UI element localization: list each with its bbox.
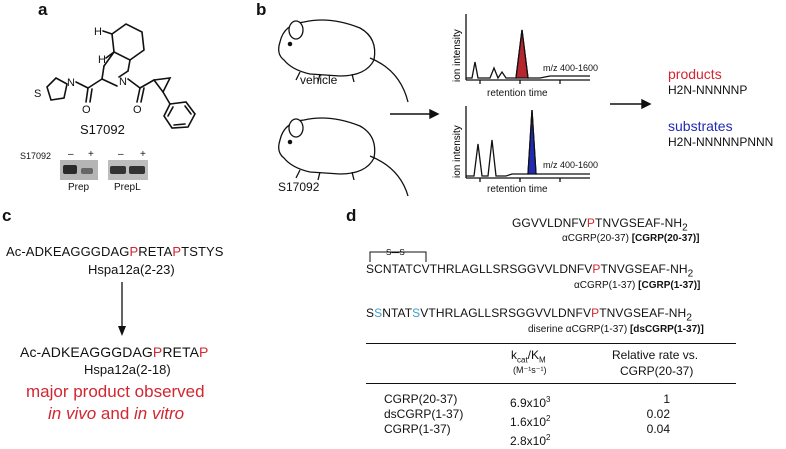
cgrp1-37-label: αCGRP(1-37) [CGRP(1-37)] <box>574 280 701 291</box>
atom-n-pyrrolidine: N <box>119 76 127 88</box>
blot-plus-prepl: + <box>140 149 146 160</box>
arrow-down-icon <box>118 282 126 336</box>
s17092-label: S17092 <box>278 180 320 194</box>
substrates-sequence: H2N-NNNNNPNNN <box>668 135 774 149</box>
panel-label-c: c <box>2 206 12 225</box>
table-top-rule <box>366 343 736 344</box>
table-header-rule <box>366 383 736 384</box>
panel-label-a: a <box>38 0 48 19</box>
hspa12a-substrate-sequence: Ac-ADKEAGGGDAGPRETAPTSTYS <box>6 244 224 259</box>
western-blot-image <box>60 160 148 180</box>
arrow-mice-to-ms <box>390 108 440 120</box>
blot-compound-label: S17092 <box>20 151 52 161</box>
cgrp1-37-sequence: SCNTATCVTHRLAGLLSRSGGVVLDNFVPTNVGSEAF-NH… <box>366 262 694 280</box>
blot-minus-prepl: – <box>118 149 124 160</box>
kcat-km-value: 1.6x102 <box>510 414 551 429</box>
atom-h-bottom: H <box>98 54 106 66</box>
atom-s: S <box>34 88 41 100</box>
relative-rate-values: 1 0.02 0.04 <box>630 392 670 437</box>
cgrp20-37-sequence: GGVVLDNFVPTNVGSEAF-NH2 <box>512 216 688 234</box>
kcat-km-header: kcat/KM <box>511 348 546 365</box>
svg-text:S—S: S—S <box>386 248 405 257</box>
atom-n-thiazolidine: N <box>67 77 75 89</box>
dscgrp1-37-sequence: SSNTATSVTHRLAGLLSRSGGVVLDNFVPTNVGSEAF-NH… <box>366 306 692 324</box>
y-axis-label-top: ion intensity <box>452 29 463 82</box>
panel-b-graphic: ion intensity ion intensity <box>278 14 652 197</box>
products-label: products <box>668 66 722 82</box>
hspa12a-product-sequence: Ac-ADKEAGGGDAGPRETAP <box>20 344 209 360</box>
chromatogram-s17092 <box>465 106 590 182</box>
hspa12a-substrate-name: Hspa12a(2-23) <box>88 262 175 277</box>
vehicle-label: vehicle <box>300 73 338 87</box>
panel-label-d: d <box>346 206 357 225</box>
relative-rate-header-sub: CGRP(20-37) <box>620 364 694 378</box>
dscgrp1-37-label: diserine αCGRP(1-37) [dsCGRP(1-37)] <box>528 324 704 335</box>
relative-rate-value: 1 <box>663 392 670 406</box>
kcat-km-units: (M⁻¹s⁻¹) <box>513 365 547 375</box>
s17092-structure: H H N N S O O <box>34 23 196 129</box>
in-vivo-in-vitro-note: in vivo and in vitro <box>48 404 185 423</box>
x-axis-label-bottom: retention time <box>487 184 548 195</box>
major-product-note: major product observed <box>26 382 205 401</box>
table-row: dsCGRP(1-37) <box>384 407 464 421</box>
relative-rate-value: 0.02 <box>646 407 670 421</box>
disulfide-bridge: S—S <box>369 248 427 262</box>
atom-o-left: O <box>82 104 91 116</box>
mz-label-top: m/z 400-1600 <box>543 63 599 73</box>
blot-minus-prep: – <box>68 149 74 160</box>
atom-h-top: H <box>94 26 102 38</box>
products-sequence: H2N-NNNNNP <box>668 83 748 97</box>
mouse-vehicle-illustration <box>278 19 409 103</box>
blot-label-prepl: PrepL <box>114 182 141 193</box>
mz-label-bottom: m/z 400-1600 <box>543 160 599 170</box>
blot-plus-prep: + <box>88 149 94 160</box>
cgrp20-37-label: αCGRP(20-37) [CGRP(20-37)] <box>562 233 700 244</box>
table-row: CGRP(1-37) <box>384 422 451 436</box>
mouse-s17092-illustration <box>278 117 409 197</box>
kinetics-table-names: CGRP(20-37) dsCGRP(1-37) CGRP(1-37) <box>384 392 463 437</box>
substrates-label: substrates <box>668 118 733 134</box>
hspa12a-product-name: Hspa12a(2-18) <box>84 362 171 377</box>
kinetics-table-values: 6.9x103 1.6x102 2.8x102 <box>510 392 550 449</box>
panel-label-b: b <box>256 0 267 19</box>
arrow-ms-to-results <box>610 98 652 110</box>
relative-rate-header: Relative rate vs. <box>612 348 699 362</box>
chromatogram-vehicle <box>465 14 590 84</box>
compound-name-a: S17092 <box>80 122 125 137</box>
kcat-km-value: 2.8x102 <box>510 433 551 448</box>
kcat-km-value: 6.9x103 <box>510 395 551 410</box>
blot-label-prep: Prep <box>68 182 90 193</box>
relative-rate-value: 0.04 <box>646 422 670 436</box>
table-row: CGRP(20-37) <box>384 392 458 406</box>
y-axis-label-bottom: ion intensity <box>452 125 463 178</box>
atom-o-right: O <box>133 104 142 116</box>
x-axis-label-top: retention time <box>487 88 548 99</box>
